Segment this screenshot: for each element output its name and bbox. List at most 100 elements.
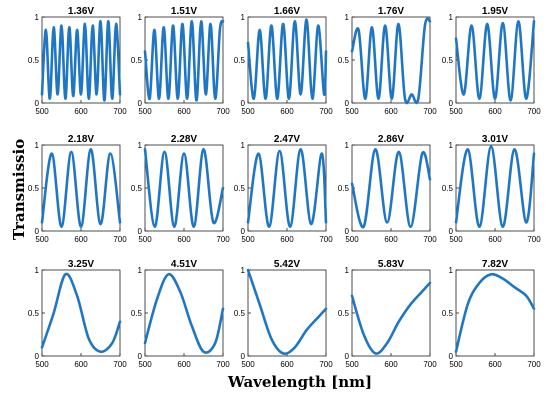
y-tick-label: 1 bbox=[241, 266, 246, 275]
y-tick-label: 0 bbox=[35, 352, 40, 361]
series-line bbox=[454, 19, 536, 102]
series-line bbox=[40, 272, 122, 354]
x-tick-label: 700 bbox=[113, 107, 127, 116]
series-line bbox=[143, 147, 225, 229]
y-tick-label: 1 bbox=[138, 13, 143, 22]
y-tick-label: 0 bbox=[138, 227, 143, 236]
subplot-title: 1.76V bbox=[378, 6, 404, 17]
y-tick-label: 0.5 bbox=[131, 56, 143, 65]
x-tick-label: 500 bbox=[35, 107, 49, 116]
x-tick-label: 500 bbox=[449, 107, 463, 116]
x-tick-label: 500 bbox=[35, 235, 49, 244]
subplot-title: 2.18V bbox=[68, 134, 94, 145]
y-tick-label: 1 bbox=[35, 141, 40, 150]
x-tick-label: 500 bbox=[449, 235, 463, 244]
subplot-title: 1.51V bbox=[171, 6, 197, 17]
x-tick-label: 500 bbox=[35, 360, 49, 369]
subplot-title: 2.28V bbox=[171, 134, 197, 145]
y-tick-label: 0 bbox=[345, 227, 350, 236]
y-tick-label: 0 bbox=[449, 352, 454, 361]
y-tick-label: 0 bbox=[35, 227, 40, 236]
y-tick-label: 0 bbox=[449, 99, 454, 108]
series-line bbox=[40, 147, 122, 229]
x-tick-label: 600 bbox=[384, 360, 398, 369]
y-tick-label: 1 bbox=[449, 141, 454, 150]
y-tick-label: 0 bbox=[345, 352, 350, 361]
x-tick-label: 700 bbox=[527, 235, 541, 244]
x-tick-label: 600 bbox=[74, 235, 88, 244]
subplot-title: 5.83V bbox=[378, 259, 404, 270]
y-tick-label: 0.5 bbox=[234, 309, 246, 318]
y-tick-label: 0.5 bbox=[131, 309, 143, 318]
x-tick-label: 600 bbox=[280, 360, 294, 369]
y-tick-label: 0.5 bbox=[442, 309, 454, 318]
x-tick-label: 700 bbox=[527, 107, 541, 116]
x-tick-label: 600 bbox=[74, 360, 88, 369]
x-tick-label: 600 bbox=[280, 235, 294, 244]
y-tick-label: 0.5 bbox=[338, 184, 350, 193]
y-axis-label: Transmissio bbox=[10, 138, 28, 240]
x-tick-label: 500 bbox=[241, 107, 255, 116]
subplot-frame bbox=[351, 269, 431, 357]
series-line bbox=[454, 272, 536, 353]
x-tick-label: 600 bbox=[488, 235, 502, 244]
y-tick-label: 0 bbox=[449, 227, 454, 236]
y-tick-label: 0 bbox=[241, 227, 246, 236]
x-tick-label: 700 bbox=[527, 360, 541, 369]
y-tick-label: 1 bbox=[345, 141, 350, 150]
y-tick-label: 0.5 bbox=[234, 184, 246, 193]
subplot-title: 7.82V bbox=[482, 259, 508, 270]
subplot-title: 2.86V bbox=[378, 134, 404, 145]
x-tick-label: 600 bbox=[177, 107, 191, 116]
y-tick-label: 0.5 bbox=[28, 56, 40, 65]
subplot-title: 1.95V bbox=[482, 6, 508, 17]
series-line bbox=[246, 268, 328, 356]
y-tick-label: 1 bbox=[138, 266, 143, 275]
x-tick-label: 700 bbox=[216, 107, 230, 116]
y-tick-label: 0 bbox=[241, 352, 246, 361]
y-tick-label: 1 bbox=[138, 141, 143, 150]
series-line bbox=[143, 272, 225, 354]
y-tick-label: 0 bbox=[138, 99, 143, 108]
subplot-frame bbox=[247, 269, 327, 357]
y-tick-label: 1 bbox=[241, 141, 246, 150]
y-tick-label: 1 bbox=[345, 13, 350, 22]
x-tick-label: 700 bbox=[216, 235, 230, 244]
x-tick-label: 500 bbox=[345, 107, 359, 116]
y-tick-label: 0 bbox=[35, 99, 40, 108]
subplot-title: 2.47V bbox=[274, 134, 300, 145]
x-tick-label: 600 bbox=[488, 107, 502, 116]
x-tick-label: 600 bbox=[74, 107, 88, 116]
y-tick-label: 0.5 bbox=[338, 56, 350, 65]
x-tick-label: 600 bbox=[177, 360, 191, 369]
y-tick-label: 1 bbox=[345, 266, 350, 275]
x-tick-label: 500 bbox=[241, 360, 255, 369]
x-tick-label: 600 bbox=[384, 107, 398, 116]
x-tick-label: 500 bbox=[345, 235, 359, 244]
x-tick-label: 600 bbox=[280, 107, 294, 116]
x-tick-label: 500 bbox=[138, 107, 152, 116]
y-tick-label: 1 bbox=[35, 266, 40, 275]
series-line bbox=[454, 145, 536, 229]
subplot-title: 3.25V bbox=[68, 259, 94, 270]
series-line bbox=[350, 281, 432, 355]
x-tick-label: 700 bbox=[216, 360, 230, 369]
x-tick-label: 500 bbox=[449, 360, 463, 369]
y-tick-label: 0.5 bbox=[131, 184, 143, 193]
y-tick-label: 1 bbox=[449, 13, 454, 22]
subplot-title: 1.66V bbox=[274, 6, 300, 17]
y-tick-label: 1 bbox=[35, 13, 40, 22]
x-tick-label: 600 bbox=[177, 235, 191, 244]
x-tick-label: 700 bbox=[319, 107, 333, 116]
y-tick-label: 0 bbox=[138, 352, 143, 361]
y-tick-label: 0.5 bbox=[338, 309, 350, 318]
series-line bbox=[143, 19, 225, 102]
subplot-title: 4.51V bbox=[171, 259, 197, 270]
x-tick-label: 500 bbox=[138, 235, 152, 244]
y-tick-label: 0.5 bbox=[28, 309, 40, 318]
series-line bbox=[350, 17, 432, 105]
subplot-title: 1.36V bbox=[68, 6, 94, 17]
x-tick-label: 700 bbox=[423, 107, 437, 116]
